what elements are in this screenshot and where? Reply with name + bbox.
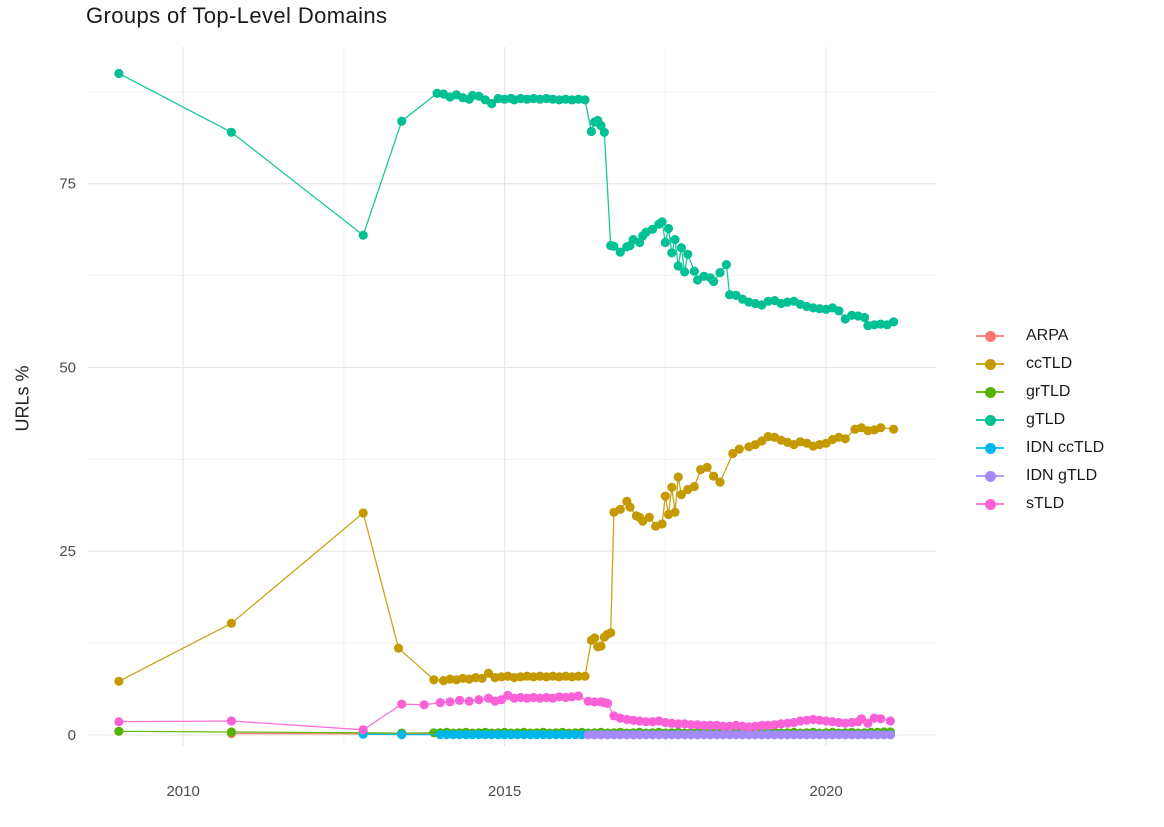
legend-swatch-icon: [976, 358, 1004, 370]
legend-label: ccTLD: [1026, 355, 1073, 372]
legend-swatch-icon: [976, 330, 1004, 342]
legend-label: IDN gTLD: [1026, 467, 1098, 484]
legend-label: grTLD: [1026, 383, 1071, 400]
data-series-sTLD: [114, 690, 896, 735]
legend-swatch-icon: [976, 498, 1004, 510]
x-tick-label: 2010: [166, 783, 199, 800]
x-tick-label: 2020: [809, 783, 842, 800]
plot-panel: 0 25 50 75 2010 2015 2020: [59, 47, 936, 800]
legend-label: IDN ccTLD: [1026, 439, 1105, 456]
legend-item-gTLD: gTLD: [976, 406, 1104, 434]
data-series-ccTLD: [114, 423, 899, 686]
gridlines-minor: [88, 47, 936, 746]
data-series-IDN-gTLD: [583, 730, 896, 740]
legend-label: ARPA: [1026, 327, 1069, 344]
data-series-gTLD: [114, 68, 899, 331]
legend-label: gTLD: [1026, 411, 1066, 428]
legend: ARPA ccTLD grTLD gTLD IDN ccTLD IDN gTLD sTLD: [976, 322, 1104, 518]
legend-item-sTLD: sTLD: [976, 490, 1104, 518]
gridlines-major: [88, 47, 936, 746]
legend-swatch-icon: [976, 414, 1004, 426]
legend-item-ARPA: ARPA: [976, 322, 1104, 350]
y-tick-label: 50: [59, 359, 76, 376]
legend-swatch-icon: [976, 470, 1004, 482]
legend-item-grTLD: grTLD: [976, 378, 1104, 406]
y-tick-label: 25: [59, 543, 76, 560]
legend-swatch-icon: [976, 442, 1004, 454]
legend-swatch-icon: [976, 386, 1004, 398]
x-tick-label: 2015: [488, 783, 521, 800]
legend-item-IDN-ccTLD: IDN ccTLD: [976, 434, 1104, 462]
y-tick-label: 75: [59, 176, 76, 193]
y-tick-label: 0: [68, 727, 76, 744]
chart-title: Groups of Top-Level Domains: [86, 3, 388, 28]
legend-item-IDN-gTLD: IDN gTLD: [976, 462, 1104, 490]
legend-item-ccTLD: ccTLD: [976, 350, 1104, 378]
axis-tick-labels: 0 25 50 75 2010 2015 2020: [59, 176, 842, 800]
legend-label: sTLD: [1026, 495, 1065, 512]
